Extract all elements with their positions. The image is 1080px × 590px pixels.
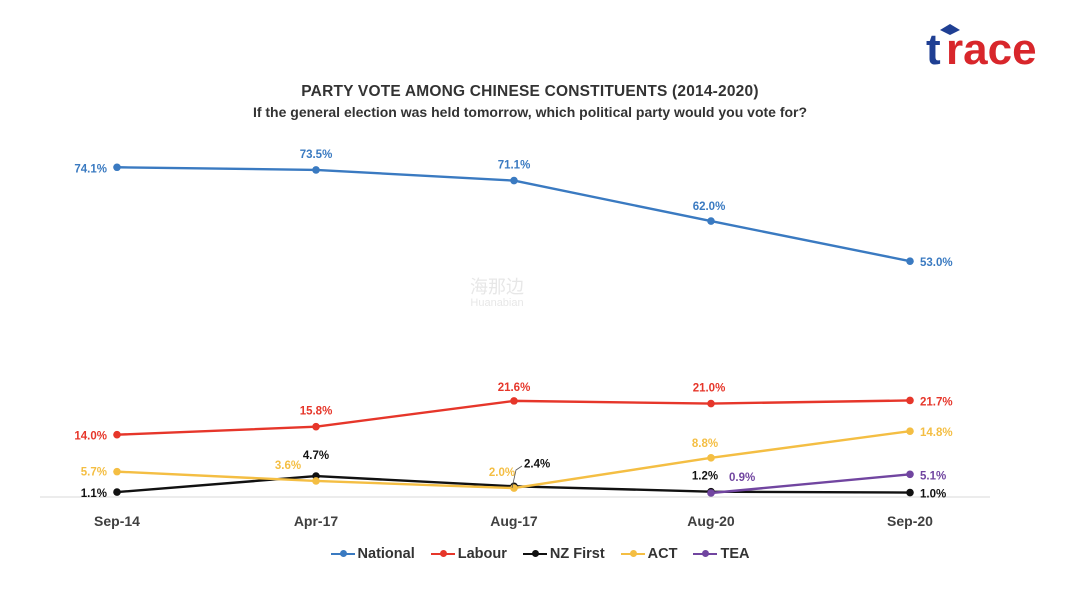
logo-hat-icon bbox=[940, 24, 960, 35]
x-tick-label: Apr-17 bbox=[294, 513, 339, 529]
data-point-act bbox=[906, 427, 914, 435]
data-label-nz-first: 1.2% bbox=[692, 471, 718, 483]
chart-subtitle: If the general election was held tomorro… bbox=[252, 104, 808, 120]
data-label-national: 73.5% bbox=[300, 149, 333, 161]
logo-text-t: t bbox=[926, 25, 941, 72]
watermark: 海那边 Huanabian bbox=[470, 278, 524, 310]
legend-swatch bbox=[430, 550, 455, 557]
data-label-nz-first: 2.4% bbox=[524, 458, 550, 470]
legend-swatch bbox=[522, 550, 547, 557]
legend-swatch bbox=[693, 550, 718, 557]
data-label-nz-first: 1.1% bbox=[81, 488, 107, 500]
series-line-labour bbox=[116, 399, 911, 436]
data-point-labour bbox=[707, 399, 715, 408]
data-label-nz-first: 4.7% bbox=[303, 450, 329, 462]
legend-label: NZ First bbox=[549, 546, 605, 562]
data-label-tea: 5.1% bbox=[920, 470, 946, 482]
data-label-labour: 21.6% bbox=[498, 382, 531, 394]
data-point-tea bbox=[707, 489, 715, 497]
data-point-tea bbox=[906, 470, 914, 479]
legend-item-act: ACT bbox=[620, 546, 678, 562]
x-tick-label: Sep-14 bbox=[94, 513, 140, 529]
legend-label: National bbox=[357, 546, 415, 562]
data-label-national: 74.1% bbox=[74, 163, 107, 175]
data-point-national bbox=[906, 257, 914, 265]
trace-logo: t race bbox=[926, 24, 1037, 72]
legend-label: Labour bbox=[457, 546, 507, 562]
logo-text-race: race bbox=[946, 25, 1037, 72]
legend-item-nz-first: NZ First bbox=[522, 546, 605, 562]
data-label-act: 2.0% bbox=[489, 467, 515, 479]
line-chart: Sep-14 Apr-17 Aug-17 Aug-20 Sep-20 74.1% 73.5%… bbox=[40, 149, 990, 529]
data-label-nz-first: 1.0% bbox=[920, 489, 946, 501]
data-label-national: 53.0% bbox=[920, 257, 953, 269]
data-label-tea: 0.9% bbox=[729, 472, 755, 484]
data-point-national bbox=[312, 166, 320, 174]
data-label-act: 8.8% bbox=[692, 438, 718, 450]
data-label-labour: 21.0% bbox=[693, 383, 726, 395]
data-label-act: 5.7% bbox=[81, 467, 107, 479]
data-label-labour: 14.0% bbox=[74, 431, 107, 443]
data-point-national bbox=[707, 217, 715, 225]
data-label-act: 14.8% bbox=[920, 427, 953, 439]
x-tick-label: Aug-17 bbox=[490, 513, 538, 529]
data-label-national: 71.1% bbox=[498, 160, 531, 172]
legend: National Labour NZ First ACT TEA bbox=[0, 546, 1080, 562]
legend-item-national: National bbox=[330, 546, 415, 562]
data-point-nz-first bbox=[906, 488, 914, 497]
legend-label: TEA bbox=[720, 546, 750, 562]
data-point-labour bbox=[906, 396, 914, 405]
data-label-labour: 15.8% bbox=[300, 406, 333, 418]
data-label-labour: 21.7% bbox=[920, 396, 953, 408]
data-label-national: 62.0% bbox=[693, 201, 726, 213]
series-line-tea bbox=[710, 473, 911, 495]
data-point-national bbox=[113, 163, 121, 172]
legend-swatch bbox=[330, 550, 355, 557]
data-point-nz-first bbox=[113, 488, 121, 496]
x-tick-label: Aug-20 bbox=[687, 513, 735, 529]
chart-title: PARTY VOTE AMONG CHINESE CONSTITUENTS (2… bbox=[301, 83, 759, 100]
data-label-act: 3.6% bbox=[275, 460, 301, 472]
data-point-national bbox=[510, 176, 518, 185]
data-point-act bbox=[510, 484, 518, 492]
legend-item-labour: Labour bbox=[430, 546, 507, 562]
watermark-cn: 海那边 bbox=[470, 277, 524, 297]
data-point-act bbox=[707, 454, 715, 462]
data-point-act bbox=[113, 467, 121, 476]
data-point-labour bbox=[510, 397, 518, 405]
data-point-act bbox=[312, 477, 320, 485]
data-point-labour bbox=[312, 422, 320, 431]
legend-label: ACT bbox=[647, 546, 678, 562]
callout-line bbox=[511, 465, 523, 489]
data-point-labour bbox=[113, 430, 121, 439]
legend-swatch bbox=[620, 550, 645, 557]
x-tick-label: Sep-20 bbox=[887, 513, 933, 529]
legend-item-tea: TEA bbox=[693, 546, 749, 562]
watermark-en: Huanabian bbox=[470, 297, 524, 309]
